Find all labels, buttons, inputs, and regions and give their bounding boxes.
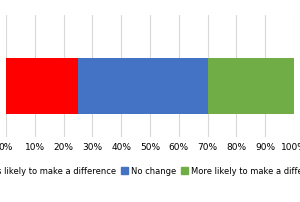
Legend: Less likely to make a difference, No change, More likely to make a difference: Less likely to make a difference, No cha… [0,163,300,179]
Bar [78,59,208,115]
Bar [208,59,294,115]
Bar [6,59,78,115]
